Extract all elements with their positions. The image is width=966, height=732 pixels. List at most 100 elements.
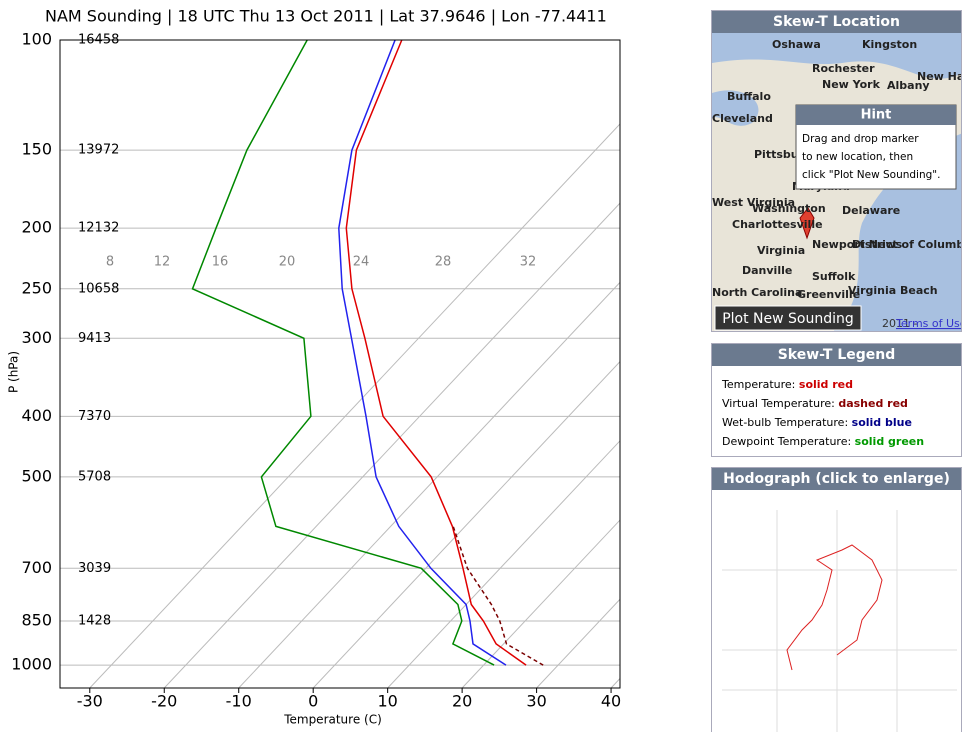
hint-text: click "Plot New Sounding". — [802, 169, 940, 181]
mixing-ratio-label: 12 — [154, 255, 171, 270]
height-label: 13972 — [78, 143, 119, 158]
x-tick-label: 10 — [377, 692, 397, 711]
legend-item: Dewpoint Temperature: solid green — [722, 435, 961, 448]
map-label: Washington — [752, 202, 826, 215]
x-tick-label: 20 — [452, 692, 472, 711]
isotherm — [163, 202, 620, 688]
y-tick-label: 1000 — [11, 655, 52, 674]
plot-button[interactable]: Plot New Sounding — [722, 311, 854, 327]
mixing-ratio-label: 28 — [435, 255, 452, 270]
isotherm — [610, 677, 620, 688]
profile-line — [338, 40, 507, 666]
map-label: New Hampshire — [917, 70, 962, 83]
isotherm — [387, 440, 620, 688]
hodograph-thumbnail[interactable] — [712, 490, 962, 732]
map-label: Kingston — [862, 38, 917, 51]
panel-title: Hodograph (click to enlarge) — [712, 468, 961, 490]
grid — [60, 40, 620, 688]
legend-label: Wet-bulb Temperature: — [722, 416, 849, 429]
y-tick-label: 300 — [21, 328, 52, 347]
map-label: Virginia — [757, 244, 805, 257]
y-tick-label: 100 — [21, 30, 52, 49]
isotherm — [312, 360, 620, 688]
legend-label: Temperature: — [722, 378, 796, 391]
legend-label: Virtual Temperature: — [722, 397, 835, 410]
x-tick-label: 40 — [601, 692, 621, 711]
legend-style: solid blue — [851, 416, 912, 429]
y-tick-label: 850 — [21, 610, 52, 629]
profile-line — [345, 40, 527, 666]
legend-panel: Skew-T Legend Temperature: solid red Virt… — [711, 343, 962, 457]
mixing-ratio-label: 32 — [520, 255, 537, 270]
y-tick-label: 200 — [21, 218, 52, 237]
mixing-ratio-label: 16 — [212, 255, 229, 270]
x-tick-label: -20 — [151, 692, 177, 711]
height-label: 1428 — [78, 613, 111, 628]
legend-label: Dewpoint Temperature: — [722, 435, 852, 448]
height-label: 12132 — [78, 221, 119, 236]
x-tick-label: 0 — [308, 692, 318, 711]
map-label: North Carolina — [712, 286, 802, 299]
isotherm — [89, 123, 620, 688]
height-label: 10658 — [78, 281, 119, 296]
legend-style: solid green — [854, 435, 925, 448]
y-tick-label: 250 — [21, 278, 52, 297]
hodograph-panel[interactable]: Hodograph (click to enlarge) — [711, 467, 962, 732]
legend-item: Temperature: solid red — [722, 378, 961, 391]
map-label: Charlottesville — [732, 218, 823, 231]
isotherm — [461, 519, 620, 688]
y-tick-label: 500 — [21, 466, 52, 485]
isotherm — [238, 281, 620, 688]
legend-item: Wet-bulb Temperature: solid blue — [722, 416, 961, 429]
legend: Temperature: solid red Virtual Temperatur… — [712, 366, 961, 448]
hint-text: to new location, then — [802, 151, 913, 163]
map-label: Suffolk — [812, 270, 856, 283]
panel-title: Skew-T Location — [712, 11, 961, 33]
profile-line — [452, 526, 544, 666]
plot-frame — [59, 39, 621, 689]
map-label: Danville — [742, 264, 792, 277]
chart: NAM Sounding | 18 UTC Thu 13 Oct 2011 | … — [7, 7, 622, 727]
chart-title: NAM Sounding | 18 UTC Thu 13 Oct 2011 | … — [45, 7, 607, 26]
map-label: Cleveland — [712, 112, 773, 125]
y-axis-label: P (hPa) — [7, 351, 21, 393]
mixing-ratio-label: 8 — [106, 255, 114, 270]
map-label: Oshawa — [772, 38, 821, 51]
y-tick-label: 150 — [21, 140, 52, 159]
x-axis-label: Temperature (C) — [283, 713, 382, 727]
y-tick-label: 700 — [21, 558, 52, 577]
height-label: 9413 — [78, 331, 111, 346]
x-tick-label: -10 — [226, 692, 252, 711]
map-label: Rochester — [812, 62, 875, 75]
copyright: 2011 - — [882, 317, 917, 330]
x-tick-label: -30 — [77, 692, 103, 711]
x-tick-label: 30 — [526, 692, 546, 711]
panel-title: Skew-T Legend — [712, 344, 961, 366]
hint-text: Drag and drop marker — [802, 133, 919, 145]
legend-style: solid red — [798, 378, 853, 391]
map-label: Newport News — [812, 238, 903, 251]
height-label: 5708 — [78, 469, 111, 484]
height-label: 16458 — [78, 33, 119, 48]
map-label: Virginia Beach — [848, 284, 938, 297]
map[interactable]: Plot New Sounding 2011 - Terms of Use Os… — [712, 33, 962, 332]
map-label: Buffalo — [727, 90, 771, 103]
legend-style: dashed red — [838, 397, 908, 410]
hint-title: Hint — [861, 108, 892, 123]
mixing-ratio-label: 20 — [279, 255, 296, 270]
map-label: West Virginia — [712, 196, 795, 209]
map-label: District of Columbia — [852, 238, 962, 251]
map-label: Delaware — [842, 204, 900, 217]
height-label: 7370 — [78, 409, 111, 424]
height-label: 3039 — [78, 561, 111, 576]
map-label: Albany — [887, 79, 930, 92]
terms-link[interactable]: Terms of Use — [895, 317, 962, 330]
y-tick-label: 400 — [21, 406, 52, 425]
location-panel: Skew-T Location Plot New Sounding 2011 -… — [711, 10, 962, 332]
map-label: Greenville — [797, 288, 860, 301]
mixing-ratio-label: 24 — [353, 255, 370, 270]
profiles — [191, 40, 544, 666]
map-label: New York — [822, 78, 881, 91]
profile-line — [191, 40, 495, 666]
